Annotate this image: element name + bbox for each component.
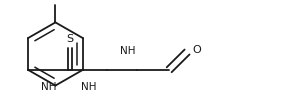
- Text: O: O: [192, 45, 201, 55]
- Text: NH: NH: [120, 46, 135, 56]
- Text: NH: NH: [81, 82, 96, 92]
- Text: NH: NH: [41, 82, 56, 92]
- Text: S: S: [66, 34, 73, 44]
